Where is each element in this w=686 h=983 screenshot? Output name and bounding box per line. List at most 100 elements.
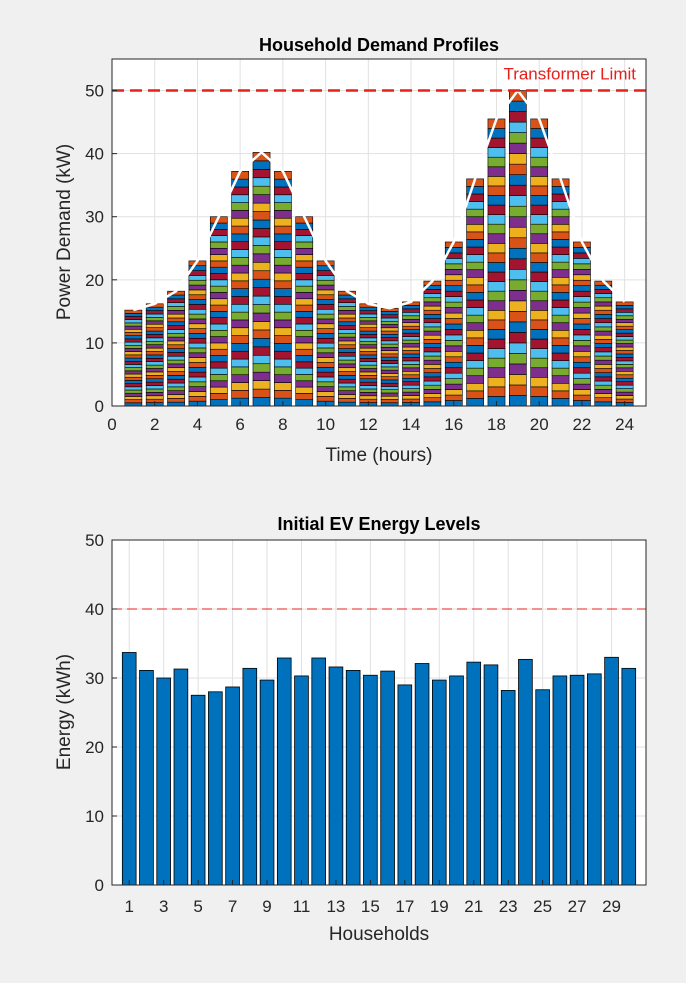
demand-bar-segment (252, 380, 271, 390)
demand-bar-segment (359, 388, 378, 393)
demand-bar-segment (530, 252, 549, 263)
demand-bar-segment (615, 315, 634, 320)
demand-bar-segment (359, 337, 378, 342)
ev-energy-bar (518, 658, 533, 886)
demand-bar-segment (423, 393, 442, 398)
demand-bar-segment (252, 202, 271, 212)
demand-bar-segment (124, 338, 143, 343)
demand-bar-segment (188, 391, 207, 397)
demand-bar-segment (209, 285, 228, 293)
demand-bar-segment (573, 296, 591, 303)
demand-bar-segment (188, 362, 207, 368)
demand-bar-segment (380, 382, 399, 387)
demand-bar-segment (551, 390, 570, 399)
ev-energy-bar (208, 691, 223, 886)
demand-bar-segment (551, 367, 570, 377)
ev-energy-bar (139, 670, 154, 886)
demand-bar-segment (530, 214, 549, 225)
demand-bar-segment (466, 223, 484, 233)
demand-bar-segment (338, 321, 356, 326)
demand-bar-segment (252, 245, 271, 255)
demand-bar-segment (423, 376, 442, 382)
demand-bar-segment (551, 345, 570, 354)
demand-bar-segment (338, 306, 356, 311)
demand-bar-segment (231, 343, 250, 352)
demand-bar-segment (380, 311, 399, 316)
demand-bar-segment (145, 320, 164, 325)
demand-bar-segment (444, 274, 463, 281)
demand-bar-segment (209, 323, 228, 331)
demand-bar-segment (252, 363, 271, 373)
demand-bar-segment (252, 371, 271, 381)
demand-bar-segment (508, 163, 527, 175)
demand-bar-segment (338, 317, 356, 323)
demand-bar-segment (295, 399, 314, 407)
demand-bar-segment (615, 360, 634, 365)
demand-bar-segment (444, 296, 463, 303)
demand-bar-segment (466, 261, 484, 271)
ev-energy-bar (345, 670, 361, 886)
demand-bar-segment (124, 316, 143, 320)
demand-bar-segment (551, 398, 570, 407)
ev-energy-bar (397, 684, 413, 886)
demand-bar-segment (573, 351, 591, 358)
demand-bar-segment (508, 374, 527, 386)
demand-bar-segment (508, 111, 527, 123)
demand-bar-segment (594, 376, 613, 382)
demand-bar-segment (530, 166, 549, 177)
demand-bar-segment (145, 392, 164, 397)
demand-bar-segment (145, 310, 164, 315)
demand-bar-segment (573, 345, 591, 352)
demand-bar-segment (380, 392, 399, 397)
demand-bar-segment (530, 271, 549, 282)
demand-bar-segment (188, 323, 207, 329)
ev-energy-bar (294, 675, 309, 886)
demand-bar-segment (274, 303, 292, 313)
demand-bar-segment (466, 314, 484, 324)
demand-bar-segment (573, 290, 591, 297)
demand-bar-segment (338, 390, 356, 395)
demand-bar-segment (167, 382, 185, 388)
demand-bar-segment (231, 296, 250, 305)
demand-bar-segment (124, 319, 143, 324)
demand-bar-segment (209, 317, 228, 325)
demand-bar-segment (252, 329, 271, 339)
ev-y-ticks: 0 10 20 30 40 50 (85, 531, 117, 895)
demand-bar-segment (508, 311, 527, 323)
demand-bar-segment (402, 381, 420, 386)
demand-bar-segment (316, 318, 335, 325)
demand-bar-segment (252, 338, 271, 348)
demand-bar-segment (359, 378, 378, 383)
demand-bar-segment (231, 366, 250, 376)
demand-bar-segment (615, 329, 634, 334)
demand-bar-segment (167, 355, 185, 361)
demand-bar-segment (252, 278, 271, 288)
demand-bar-segment (295, 323, 314, 331)
demand-bar-segment (188, 396, 207, 402)
demand-bar-segment (252, 236, 271, 246)
demand-bar-segment (444, 285, 463, 292)
demand-bar-segment (145, 354, 164, 359)
x-tick-label: 18 (487, 415, 506, 434)
demand-bar-segment (209, 374, 228, 382)
demand-bar-segment (167, 302, 185, 307)
demand-bar-segment (124, 344, 143, 349)
demand-bar-segment (295, 298, 314, 306)
demand-bar-segment (615, 343, 634, 348)
demand-bar-segment (444, 312, 463, 319)
demand-bar-segment (188, 376, 207, 383)
x-tick-label: 2 (150, 415, 159, 434)
y-tick-label: 10 (85, 334, 104, 353)
demand-bar-segment (124, 348, 143, 352)
demand-bar-segment (274, 272, 292, 282)
ev-axes-box (111, 539, 647, 886)
demand-bar-segment (359, 375, 378, 380)
demand-bar-segment (295, 235, 314, 243)
demand-bar-segment (167, 359, 185, 365)
demand-bar-segment (466, 201, 484, 210)
demand-bar-segment (316, 386, 335, 392)
demand-bar-segment (423, 359, 442, 365)
demand-bar-segment (466, 382, 484, 392)
demand-bar-segment (209, 311, 228, 318)
demand-bar-segment (466, 345, 484, 354)
